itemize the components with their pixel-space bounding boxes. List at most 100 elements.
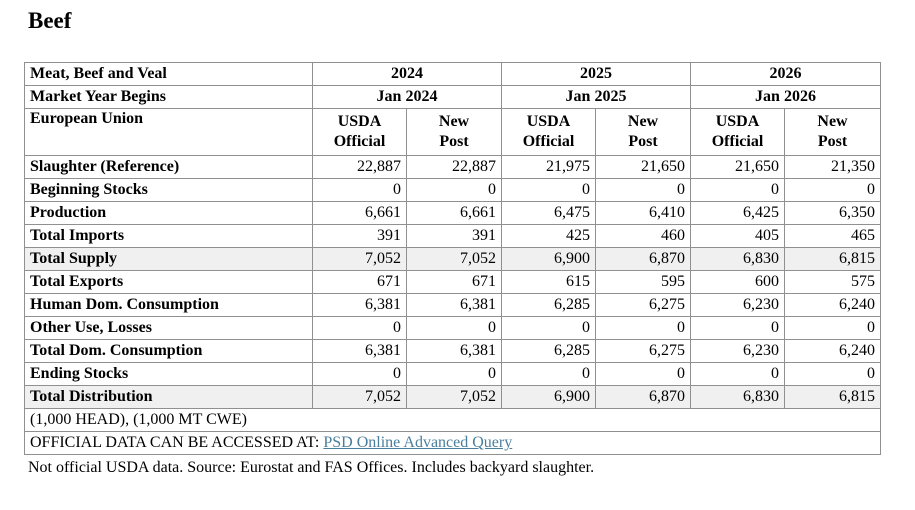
value-cell: 7,052	[406, 385, 502, 410]
market-year-row: Market Year Begins Jan 2024 Jan 2025 Jan…	[24, 85, 881, 110]
table-row: Other Use, Losses 0 0 0 0 0 0	[24, 316, 881, 341]
value-cell: 7,052	[312, 247, 407, 272]
value-cell: 600	[690, 270, 785, 295]
commodity-label: Meat, Beef and Veal	[24, 62, 313, 87]
official-data-row: OFFICIAL DATA CAN BE ACCESSED AT: PSD On…	[24, 431, 881, 456]
value-cell: 6,381	[312, 293, 407, 318]
value-cell: 6,661	[406, 201, 502, 226]
row-label: Production	[24, 201, 313, 226]
value-cell: 21,650	[690, 155, 785, 180]
value-cell: 615	[501, 270, 596, 295]
new-post-header: New Post	[595, 108, 691, 157]
value-cell: 671	[312, 270, 407, 295]
value-cell: 22,887	[406, 155, 502, 180]
row-label: Total Imports	[24, 224, 313, 249]
year-header-2025: 2025	[501, 62, 691, 87]
value-cell: 0	[501, 178, 596, 203]
usda-official-header: USDA Official	[501, 108, 596, 157]
row-label: Other Use, Losses	[24, 316, 313, 341]
value-cell: 6,815	[784, 385, 881, 410]
source-note: Not official USDA data. Source: Eurostat…	[28, 459, 595, 477]
new-post-header: New Post	[406, 108, 502, 157]
value-cell: 0	[595, 316, 691, 341]
year-header-2026: 2026	[690, 62, 881, 87]
value-cell: 6,240	[784, 339, 881, 364]
value-cell: 6,285	[501, 339, 596, 364]
psd-beef-table: Meat, Beef and Veal 2024 2025 2026 Marke…	[24, 62, 881, 456]
value-cell: 6,381	[312, 339, 407, 364]
row-label: Total Supply	[24, 247, 313, 272]
value-cell: 6,230	[690, 293, 785, 318]
value-cell: 6,275	[595, 293, 691, 318]
value-cell: 0	[784, 362, 881, 387]
value-cell: 6,350	[784, 201, 881, 226]
year-header-row: Meat, Beef and Veal 2024 2025 2026	[24, 62, 881, 87]
value-cell: 22,887	[312, 155, 407, 180]
value-cell: 0	[312, 316, 407, 341]
official-data-cell: OFFICIAL DATA CAN BE ACCESSED AT: PSD On…	[24, 431, 881, 456]
value-cell: 0	[312, 178, 407, 203]
table-row: Total Supply 7,052 7,052 6,900 6,870 6,830 6,8…	[24, 247, 881, 272]
value-cell: 6,381	[406, 293, 502, 318]
value-cell: 425	[501, 224, 596, 249]
value-cell: 6,815	[784, 247, 881, 272]
value-cell: 391	[312, 224, 407, 249]
table-row: Total Dom. Consumption 6,381 6,381 6,285 6,2…	[24, 339, 881, 364]
country-label: European Union	[24, 108, 313, 157]
table-footer: (1,000 HEAD), (1,000 MT CWE) OFFICIAL DA…	[24, 408, 881, 456]
value-cell: 6,830	[690, 385, 785, 410]
table-row: Total Imports 391 391 425 460 405 465	[24, 224, 881, 249]
table-row: Production 6,661 6,661 6,475 6,410 6,425 6,350	[24, 201, 881, 226]
table-row: Total Distribution 7,052 7,052 6,900 6,870 6,…	[24, 385, 881, 410]
value-cell: 575	[784, 270, 881, 295]
value-cell: 405	[690, 224, 785, 249]
row-label: Beginning Stocks	[24, 178, 313, 203]
table-row: Total Exports 671 671 615 595 600 575	[24, 270, 881, 295]
row-label: Total Exports	[24, 270, 313, 295]
value-cell: 6,230	[690, 339, 785, 364]
value-cell: 6,275	[595, 339, 691, 364]
report-page: Beef Meat, Beef and Veal 2024 2025 2026 …	[24, 8, 881, 477]
table-row: Human Dom. Consumption 6,381 6,381 6,285 6,2…	[24, 293, 881, 318]
row-label: Slaughter (Reference)	[24, 155, 313, 180]
psd-online-link[interactable]: PSD Online Advanced Query	[323, 434, 513, 452]
table-row: Ending Stocks 0 0 0 0 0 0	[24, 362, 881, 387]
table-row: Beginning Stocks 0 0 0 0 0 0	[24, 178, 881, 203]
value-cell: 0	[312, 362, 407, 387]
value-cell: 0	[406, 316, 502, 341]
value-cell: 0	[406, 362, 502, 387]
value-cell: 6,410	[595, 201, 691, 226]
row-label: Total Distribution	[24, 385, 313, 410]
value-cell: 7,052	[312, 385, 407, 410]
value-cell: 21,350	[784, 155, 881, 180]
year-header-2024: 2024	[312, 62, 502, 87]
value-cell: 0	[595, 362, 691, 387]
value-cell: 6,830	[690, 247, 785, 272]
market-year-begins-2024: Jan 2024	[312, 85, 502, 110]
row-label: Human Dom. Consumption	[24, 293, 313, 318]
value-cell: 6,900	[501, 385, 596, 410]
value-cell: 6,900	[501, 247, 596, 272]
table-header: Meat, Beef and Veal 2024 2025 2026 Marke…	[24, 62, 881, 157]
market-year-begins-2025: Jan 2025	[501, 85, 691, 110]
market-year-begins-2026: Jan 2026	[690, 85, 881, 110]
value-cell: 595	[595, 270, 691, 295]
page-title: Beef	[28, 8, 72, 33]
value-cell: 0	[690, 316, 785, 341]
value-cell: 0	[784, 316, 881, 341]
table-body: Slaughter (Reference) 22,887 22,887 21,975 2…	[24, 155, 881, 410]
value-cell: 6,240	[784, 293, 881, 318]
value-cell: 6,285	[501, 293, 596, 318]
value-cell: 0	[595, 178, 691, 203]
value-cell: 391	[406, 224, 502, 249]
market-year-label: Market Year Begins	[24, 85, 313, 110]
value-cell: 6,425	[690, 201, 785, 226]
value-cell: 6,870	[595, 247, 691, 272]
source-subheader-row: European Union USDA Official New Post USDA…	[24, 108, 881, 157]
official-data-prefix: OFFICIAL DATA CAN BE ACCESSED AT:	[30, 434, 324, 452]
table-row: Slaughter (Reference) 22,887 22,887 21,975 2…	[24, 155, 881, 180]
value-cell: 7,052	[406, 247, 502, 272]
usda-official-header: USDA Official	[312, 108, 407, 157]
usda-official-header: USDA Official	[690, 108, 785, 157]
value-cell: 21,975	[501, 155, 596, 180]
